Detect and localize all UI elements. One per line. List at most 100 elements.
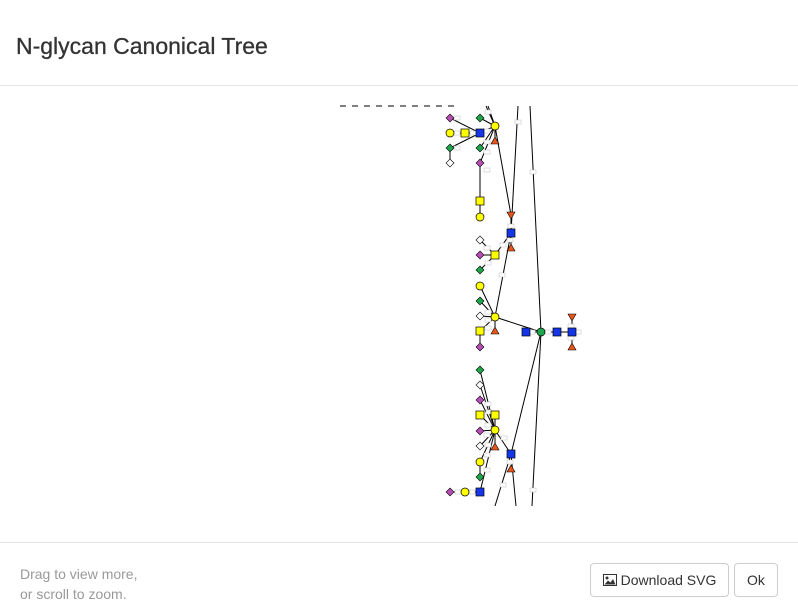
linkage-label xyxy=(499,242,507,248)
linkage-label xyxy=(483,128,491,134)
linkage-label xyxy=(484,260,492,266)
sialic-acid-diamond xyxy=(445,487,455,497)
tree-edge xyxy=(449,117,481,134)
linkage-label xyxy=(499,482,507,488)
tree-edge xyxy=(531,331,542,507)
fucose-triangle xyxy=(490,442,500,451)
galnac-square xyxy=(490,410,500,420)
glcnac-square xyxy=(506,228,516,238)
glcnac-square xyxy=(567,327,577,337)
linkage-label xyxy=(483,452,491,458)
glcnac-square xyxy=(475,128,485,138)
linkage-label xyxy=(484,401,492,407)
linkage-label xyxy=(468,489,476,495)
glcnac-square xyxy=(506,449,516,459)
linkage-label xyxy=(567,323,575,329)
linkage-label xyxy=(500,435,508,441)
sialic-acid-diamond xyxy=(475,472,485,482)
tree-edge xyxy=(449,132,481,149)
sialic-acid-diamond xyxy=(475,395,485,405)
galactose-circle xyxy=(475,212,485,222)
linkage-label xyxy=(483,467,491,473)
glcnac-square xyxy=(521,327,531,337)
fucose-triangle xyxy=(506,211,516,220)
galactose-circle xyxy=(490,312,500,322)
linkage-label xyxy=(453,145,461,151)
linkage-labels xyxy=(453,109,582,495)
galactose-circle xyxy=(490,425,500,435)
linkage-label xyxy=(529,169,537,175)
tree-edge xyxy=(494,316,542,333)
sialic-acid-diamond xyxy=(445,158,455,168)
linkage-label xyxy=(454,489,462,495)
linkage-label xyxy=(483,167,491,173)
fucose-triangle xyxy=(506,464,516,473)
galactose-circle xyxy=(490,121,500,131)
tree-edge xyxy=(479,399,496,431)
linkage-label xyxy=(544,329,552,335)
sialic-acid-diamond xyxy=(445,113,455,123)
linkage-label xyxy=(498,272,506,278)
galnac-square xyxy=(460,128,470,138)
sialic-acid-diamond xyxy=(445,143,455,153)
galnac-square xyxy=(475,196,485,206)
sialic-acid-diamond xyxy=(475,441,485,451)
linkage-label xyxy=(483,432,491,438)
galnac-square xyxy=(490,250,500,260)
sialic-acid-diamond xyxy=(475,296,485,306)
fucose-triangle xyxy=(567,313,577,322)
glcnac-square xyxy=(475,487,485,497)
linkage-label xyxy=(506,237,514,243)
sialic-acid-diamond xyxy=(475,265,485,275)
galactose-circle xyxy=(445,128,455,138)
linkage-label xyxy=(506,459,514,465)
tree-edges xyxy=(340,105,573,507)
fucose-triangle xyxy=(490,326,500,335)
glycan-tree-canvas[interactable] xyxy=(0,87,798,542)
galactose-circle xyxy=(475,457,485,467)
tree-edge xyxy=(479,384,496,431)
linkage-label xyxy=(514,119,522,125)
tree-edge xyxy=(479,125,496,149)
tree-edge xyxy=(479,125,496,164)
tree-edge xyxy=(479,369,496,431)
galnac-square xyxy=(475,326,485,336)
monosaccharide-nodes xyxy=(445,113,577,497)
galactose-circle xyxy=(460,487,470,497)
linkage-label xyxy=(507,223,515,229)
tree-edge xyxy=(494,125,512,216)
ok-button[interactable]: Ok xyxy=(734,563,778,597)
tree-edge xyxy=(479,429,496,493)
glcnac-square xyxy=(552,327,562,337)
sialic-acid-diamond xyxy=(475,380,485,390)
tree-edge xyxy=(479,285,496,318)
image-icon xyxy=(602,574,617,586)
sialic-acid-diamond xyxy=(475,250,485,260)
hint-line-zoom: or scroll to zoom. xyxy=(20,586,127,602)
tree-edge xyxy=(529,105,542,333)
galnac-square xyxy=(475,410,485,420)
sialic-acid-diamond xyxy=(475,365,485,375)
sialic-acid-diamond xyxy=(475,426,485,436)
dialog-footer: Drag to view more, or scroll to zoom. Do… xyxy=(0,542,798,616)
linkage-label xyxy=(567,335,575,341)
linkage-label xyxy=(469,130,477,136)
sialic-acid-diamond xyxy=(475,143,485,153)
dialog-header: N-glycan Canonical Tree xyxy=(0,0,798,86)
sialic-acid-diamond xyxy=(475,342,485,352)
mannose-circle xyxy=(536,327,546,337)
fucose-triangle xyxy=(506,243,516,252)
linkage-label xyxy=(484,109,492,115)
dialog-title: N-glycan Canonical Tree xyxy=(16,33,268,59)
fucose-triangle xyxy=(567,342,577,351)
linkage-label xyxy=(484,325,492,331)
tree-edge xyxy=(510,331,542,455)
tree-viewport[interactable] xyxy=(0,87,798,542)
sialic-acid-diamond xyxy=(475,235,485,245)
linkage-label xyxy=(484,309,492,315)
linkage-label xyxy=(484,442,492,448)
sialic-acid-diamond xyxy=(475,158,485,168)
galactose-circle xyxy=(475,281,485,291)
download-svg-button[interactable]: Download SVG xyxy=(590,563,729,597)
linkage-label xyxy=(484,317,492,323)
